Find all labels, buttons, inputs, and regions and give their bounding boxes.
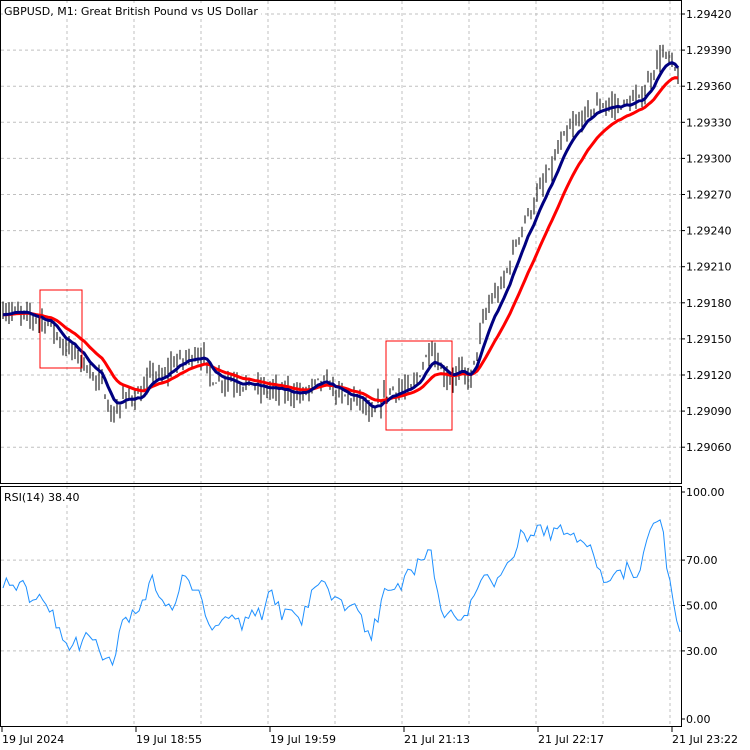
- grid: [1, 1, 681, 726]
- highlight-box: [385, 340, 453, 431]
- rsi-axis: 100.00 70.00 50.00 30.00 0.00: [681, 486, 725, 726]
- slow-moving-average-line: [2, 76, 679, 403]
- time-tick-label: 21 Jul 23:22: [672, 733, 738, 746]
- time-tick-label: 19 Jul 18:55: [136, 733, 202, 746]
- fast-moving-average-line: [2, 60, 680, 409]
- rsi-tick-label: 70.00: [686, 554, 718, 567]
- price-tick-label: 1.29390: [686, 44, 732, 57]
- price-tick-label: 1.29210: [686, 261, 732, 274]
- price-tick-label: 1.29180: [686, 297, 732, 310]
- panel-frames: [0, 0, 682, 727]
- price-tick-label: 1.29240: [686, 225, 732, 238]
- price-tick-label: 1.29270: [686, 189, 732, 202]
- rsi-tick-label: 50.00: [686, 600, 718, 613]
- rsi-line: [2, 519, 681, 667]
- price-tick-label: 1.29120: [686, 369, 732, 382]
- highlight-box: [39, 289, 83, 369]
- time-tick-label: 21 Jul 21:13: [404, 733, 470, 746]
- time-tick-label: 19 Jul 2024: [2, 733, 64, 746]
- chart-title: GBPUSD, M1: Great British Pound vs US Do…: [4, 5, 258, 18]
- rsi-title: RSI(14) 38.40: [4, 491, 79, 504]
- time-tick-label: 21 Jul 22:17: [538, 733, 604, 746]
- rsi-tick-label: 30.00: [686, 645, 718, 658]
- rsi-tick-label: 100.00: [686, 486, 725, 499]
- time-axis: 19 Jul 2024 19 Jul 18:55 19 Jul 19:59 21 Ju…: [1, 727, 738, 746]
- price-bars: [2, 44, 679, 423]
- price-tick-label: 1.29330: [686, 116, 732, 129]
- rsi-tick-label: 0.00: [686, 713, 711, 726]
- price-tick-label: 1.29420: [686, 8, 732, 21]
- price-tick-label: 1.29360: [686, 80, 732, 93]
- price-tick-label: 1.29300: [686, 152, 732, 165]
- price-axis: 1.29420 1.29390 1.29360 1.29330 1.29300 1.292…: [681, 8, 732, 454]
- price-tick-label: 1.29150: [686, 333, 732, 346]
- time-tick-label: 19 Jul 19:59: [270, 733, 336, 746]
- price-tick-label: 1.29060: [686, 441, 732, 454]
- price-tick-label: 1.29090: [686, 405, 732, 418]
